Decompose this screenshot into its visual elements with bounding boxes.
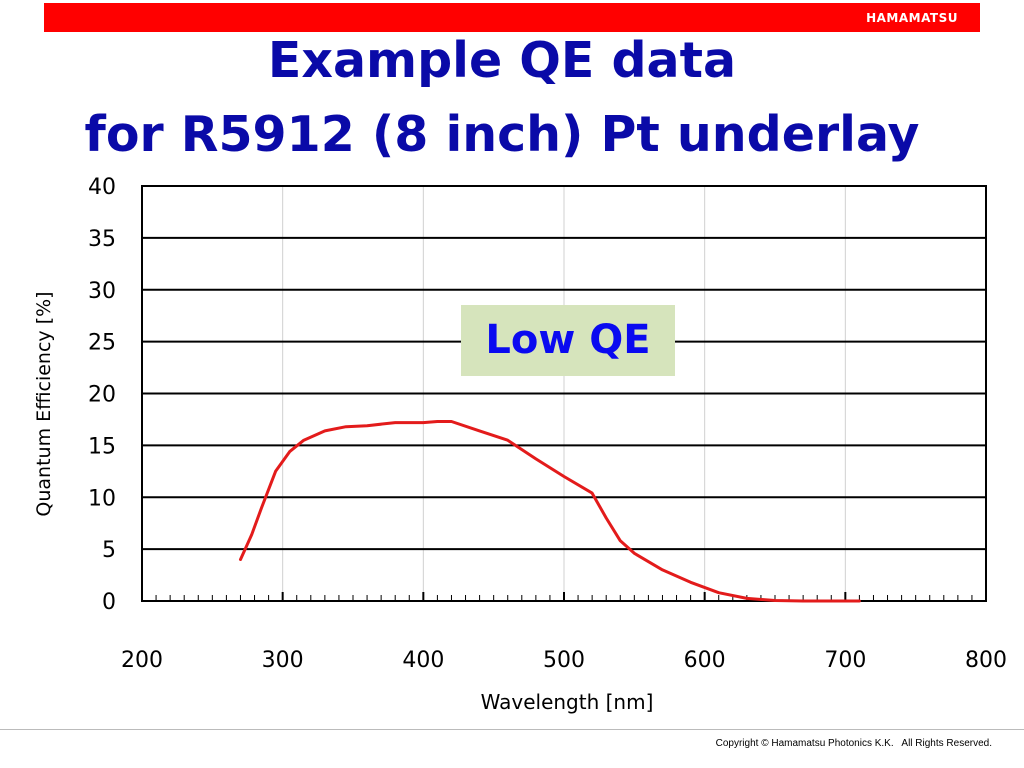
y-tick-label: 15: [88, 434, 116, 459]
y-tick-label: 0: [102, 590, 116, 615]
y-tick-label: 5: [102, 538, 116, 563]
page-title-line1: Example QE data: [267, 32, 737, 89]
qe-curve: [239, 420, 861, 603]
x-tick-label: 400: [402, 648, 444, 673]
x-tick-label: 800: [965, 648, 1007, 673]
x-tick-label: 300: [262, 648, 304, 673]
brand-logo: HAMAMATSU: [866, 11, 958, 25]
y-tick-label: 40: [88, 175, 116, 200]
y-tick-label: 10: [88, 486, 116, 511]
low-qe-callout: Low QE: [461, 305, 675, 376]
x-tick-label: 700: [824, 648, 866, 673]
x-tick-label: 600: [684, 648, 726, 673]
y-axis-label: Quantum Efficiency [%]: [33, 291, 55, 517]
x-axis-label: Wavelength [nm]: [480, 690, 654, 714]
x-tick-label: 200: [121, 648, 163, 673]
footer-divider: [0, 729, 1024, 730]
y-tick-label: 35: [88, 227, 116, 252]
header-bar: HAMAMATSU: [44, 3, 980, 32]
x-tick-label: 500: [543, 648, 585, 673]
y-tick-label: 20: [88, 383, 116, 408]
copyright-text: Copyright © Hamamatsu Photonics K.K. All…: [715, 738, 992, 749]
y-tick-label: 30: [88, 279, 116, 304]
y-tick-label: 25: [88, 331, 116, 356]
page-title-line2: for R5912 (8 inch) Pt underlay: [84, 106, 920, 163]
